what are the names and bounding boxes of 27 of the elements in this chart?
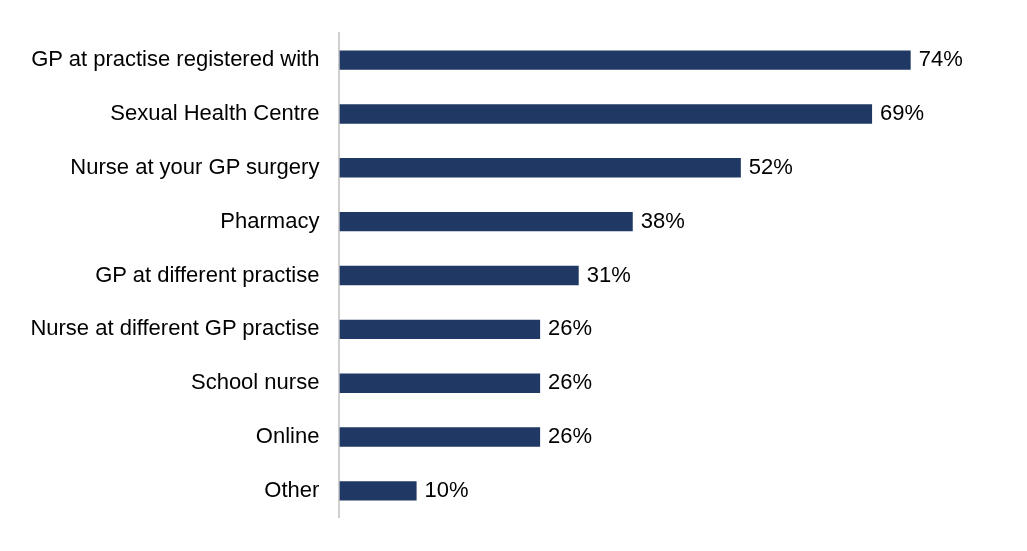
- bar: [339, 319, 541, 340]
- bar: [339, 481, 417, 501]
- data-label: 10%: [424, 476, 469, 502]
- data-label: 31%: [586, 261, 631, 287]
- y-tick-label: School nurse: [190, 369, 320, 395]
- y-tick-label: Nurse at your GP surgery: [70, 153, 320, 179]
- data-label: 69%: [880, 100, 925, 126]
- data-label: 26%: [548, 423, 593, 449]
- y-tick-label: Nurse at different GP practise: [30, 315, 320, 341]
- y-tick-label: Sexual Health Centre: [110, 100, 320, 126]
- bar: [339, 373, 541, 393]
- bar: [339, 265, 579, 286]
- bar: [339, 104, 873, 124]
- data-label: 74%: [918, 46, 963, 72]
- y-tick-label: Online: [255, 423, 320, 449]
- bar: [339, 158, 741, 178]
- y-tick-label: GP at different practise: [95, 261, 320, 287]
- y-tick-label: Pharmacy: [220, 207, 320, 233]
- bar: [339, 427, 541, 447]
- data-label: 52%: [748, 153, 793, 179]
- y-tick-label: Other: [264, 476, 320, 502]
- data-label: 38%: [640, 207, 685, 233]
- y-tick-label: GP at practise registered with: [31, 46, 320, 72]
- data-label: 26%: [548, 315, 593, 341]
- data-label: 26%: [548, 369, 593, 395]
- bar: [339, 211, 633, 232]
- bar: [339, 50, 911, 70]
